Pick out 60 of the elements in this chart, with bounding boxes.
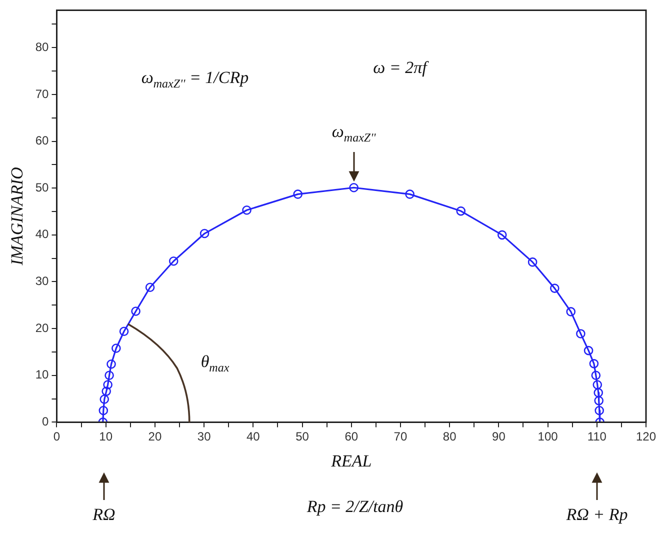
- point: [528, 257, 538, 267]
- point: [405, 190, 414, 199]
- x-tick-label: 0: [53, 430, 60, 444]
- point: [102, 386, 111, 396]
- x-axis-title: REAL: [330, 451, 372, 470]
- point: [594, 388, 604, 398]
- point: [497, 230, 507, 240]
- y-tick-label: 70: [35, 86, 50, 101]
- x-tick-label: 120: [636, 430, 656, 444]
- point: [104, 370, 114, 380]
- point: [242, 205, 252, 215]
- y-axis-title: IMAGINARIO: [8, 167, 27, 266]
- x-tick-label: 20: [148, 430, 162, 444]
- annotation: ω = 2πf: [373, 58, 427, 78]
- x-tick-label: 30: [197, 430, 212, 444]
- point: [566, 307, 576, 316]
- point: [349, 182, 358, 192]
- point: [103, 380, 112, 390]
- point: [131, 306, 140, 316]
- x-tick-label: 40: [246, 430, 260, 444]
- point: [584, 346, 594, 356]
- point: [200, 228, 210, 238]
- point: [594, 396, 604, 406]
- x-tick-label: 50: [296, 430, 310, 444]
- x-tick-label: 80: [442, 430, 457, 444]
- y-tick-label: 60: [35, 134, 50, 148]
- point: [592, 380, 602, 390]
- y-tick-label: 80: [35, 40, 50, 54]
- point: [168, 256, 178, 266]
- x-tick-label: 60: [344, 430, 358, 444]
- y-tick-label: 20: [35, 320, 50, 335]
- point: [145, 282, 155, 292]
- point: [98, 406, 108, 416]
- x-tick-label: 90: [492, 430, 506, 444]
- y-tick-label: 50: [35, 180, 50, 194]
- text: RΩ + Rp: [566, 505, 628, 525]
- point: [576, 329, 586, 338]
- point: [594, 406, 604, 416]
- x-tick-label: 110: [587, 430, 607, 444]
- y-tick-label: 40: [35, 227, 50, 242]
- point: [591, 370, 601, 380]
- point: [550, 284, 560, 293]
- point: [293, 190, 302, 199]
- x-tick-label: 70: [394, 430, 408, 444]
- x-tick-label: 100: [538, 430, 558, 444]
- x-tick-label: 10: [99, 430, 113, 444]
- point: [456, 206, 466, 216]
- point: [106, 359, 116, 369]
- annotation: ω$_{maxZ''}$ = 1/CRp: [141, 68, 249, 92]
- point: [112, 344, 121, 353]
- annotation: θ$_{max}$: [200, 352, 230, 376]
- point: [119, 326, 129, 336]
- text: Rp = 2/Z/tanθ: [306, 497, 404, 517]
- point: [589, 359, 599, 368]
- y-tick-label: 10: [35, 368, 50, 382]
- y-tick-label: 30: [35, 274, 50, 288]
- point: [100, 394, 110, 404]
- annotation: ω$_{maxZ''}$: [332, 122, 376, 146]
- text: RΩ: [92, 505, 116, 525]
- y-tick-label: 0: [42, 414, 50, 429]
